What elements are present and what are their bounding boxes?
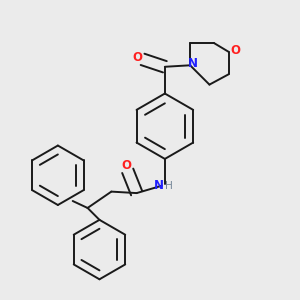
Text: N: N	[188, 57, 197, 70]
Text: N: N	[154, 179, 164, 192]
Text: O: O	[230, 44, 240, 57]
Text: H: H	[165, 181, 173, 191]
Text: O: O	[121, 159, 131, 172]
Text: O: O	[132, 51, 142, 64]
